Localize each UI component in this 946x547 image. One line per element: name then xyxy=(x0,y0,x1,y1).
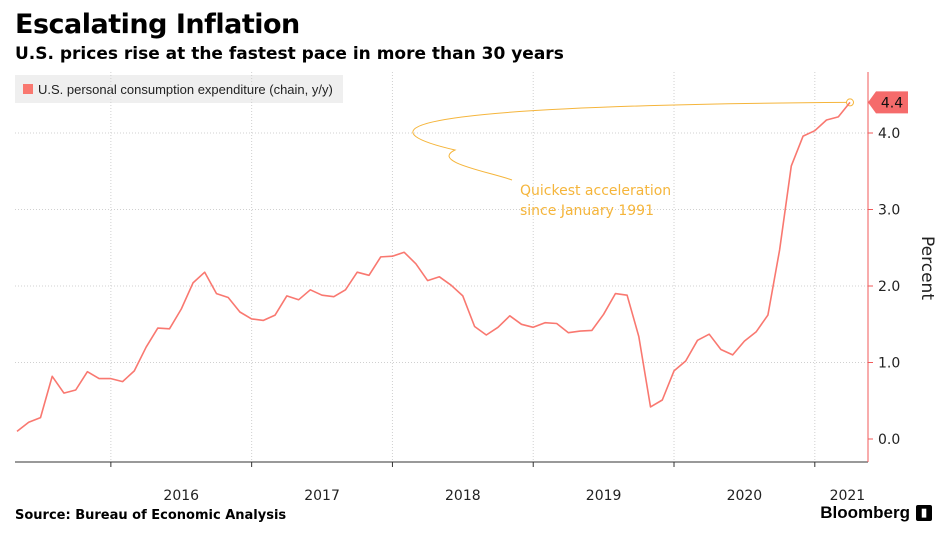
source-note: Source: Bureau of Economic Analysis xyxy=(15,508,287,523)
gridlines xyxy=(15,72,868,462)
annotation-connector xyxy=(412,101,848,181)
series-line-pce xyxy=(16,101,851,433)
y-tick-label: 0.0 xyxy=(878,432,900,448)
last-value-label: 4.4 xyxy=(881,95,903,111)
y-tick-label: 1.0 xyxy=(878,356,900,372)
y-tick-label: 2.0 xyxy=(878,279,900,295)
labels-layer: 0.0 1.0 2.0 3.0 4.0 2016 2017 2018 2019 2020 2021 P… xyxy=(163,91,937,504)
series-layer xyxy=(16,101,851,433)
x-tick-label: 2020 xyxy=(727,488,763,504)
x-tick-label: 2016 xyxy=(163,488,199,504)
x-tick-label: 2018 xyxy=(445,488,481,504)
chart-legend: U.S. personal consumption expenditure (c… xyxy=(15,75,343,103)
legend-swatch xyxy=(23,84,33,94)
annotation-text-line: since January 1991 xyxy=(520,203,654,219)
brand-name: Bloomberg xyxy=(820,503,910,522)
bloomberg-terminal-icon: ▮ xyxy=(916,505,932,521)
annotation-text-line: Quickest acceleration xyxy=(520,183,671,199)
y-axis-title: Percent xyxy=(917,236,937,300)
y-tick-label: 4.0 xyxy=(878,126,900,142)
annotation-layer: Quickest acceleration since January 1991 xyxy=(412,98,854,219)
legend-label: U.S. personal consumption expenditure (c… xyxy=(38,81,333,97)
last-value-tag-bg xyxy=(868,91,908,114)
x-tick-label: 2019 xyxy=(586,488,622,504)
chart-subtitle: U.S. prices rise at the fastest pace in … xyxy=(15,44,564,64)
last-value-tag: 4.4 xyxy=(868,91,908,114)
x-tick-label: 2021 xyxy=(830,488,866,504)
x-tick-label: 2017 xyxy=(304,488,340,504)
axes xyxy=(15,72,873,467)
y-tick-label: 3.0 xyxy=(878,203,900,219)
bloomberg-logo: Bloomberg ▮ xyxy=(820,503,932,523)
chart-title: Escalating Inflation xyxy=(15,9,300,40)
